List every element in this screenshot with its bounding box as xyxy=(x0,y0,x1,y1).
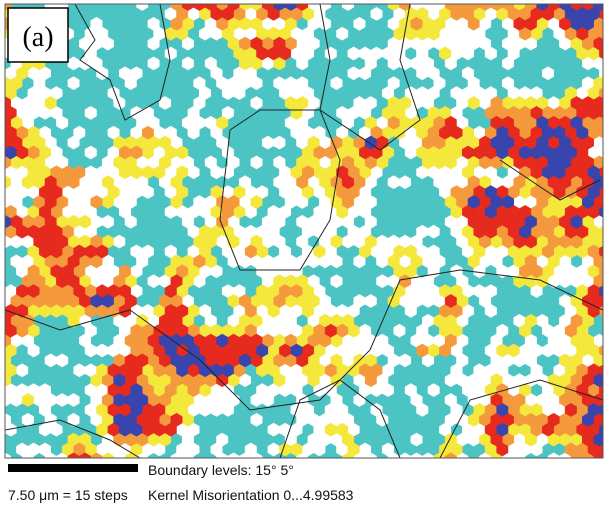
boundary-legend: Boundary levels: 15° 5° xyxy=(148,462,294,478)
misorientation-map xyxy=(0,0,608,476)
panel-label: (a) xyxy=(22,22,53,53)
scale-bar xyxy=(8,464,138,472)
kernel-legend: Kernel Misorientation 0...4.99583 xyxy=(148,487,354,503)
scale-bar-text: 7.50 μm = 15 steps xyxy=(8,487,128,503)
figure: (a) 7.50 μm = 15 steps Boundary levels: … xyxy=(0,0,608,513)
